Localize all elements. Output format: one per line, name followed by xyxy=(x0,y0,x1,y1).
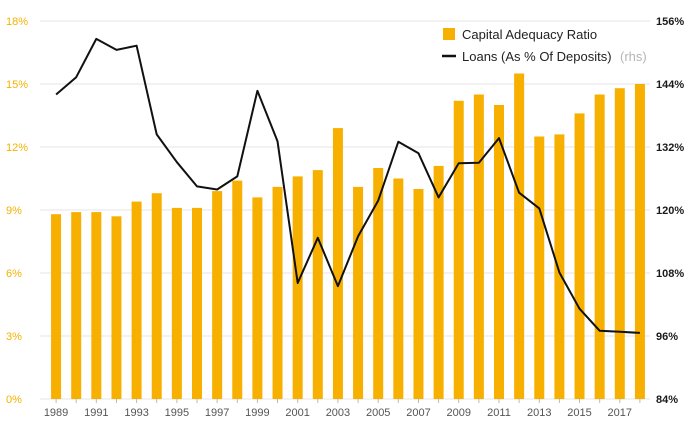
bar-1998 xyxy=(232,180,243,399)
bar-2000 xyxy=(272,186,283,399)
bar-2012 xyxy=(514,73,525,399)
y-left-tick-label: 3% xyxy=(6,331,22,343)
x-tick-label: 2003 xyxy=(326,407,350,419)
y-right-tick-label: 120% xyxy=(656,205,684,217)
y-axis-left: 0% 3% 6% 9% 12% 15% 18% xyxy=(6,16,28,406)
bar-2002 xyxy=(312,170,323,399)
x-tick-label: 1991 xyxy=(84,407,108,419)
bar-1993 xyxy=(131,201,142,399)
x-tick-label: 1999 xyxy=(245,407,269,419)
bar-2007 xyxy=(413,189,424,399)
bar-2016 xyxy=(594,94,605,399)
x-axis: 1989 1991 1993 1995 1997 1999 2001 2003 2005 2007… xyxy=(44,399,641,419)
bar-2013 xyxy=(534,136,545,399)
y-left-tick-label: 15% xyxy=(6,79,28,91)
bar-2015 xyxy=(574,113,585,400)
x-tick-label: 1993 xyxy=(124,407,148,419)
y-right-tick-label: 108% xyxy=(656,268,684,280)
line-series xyxy=(55,37,640,334)
bar-2017 xyxy=(614,88,625,399)
x-tick-label: 2009 xyxy=(446,407,470,419)
bar-1996 xyxy=(192,207,202,399)
bar-2006 xyxy=(393,178,404,399)
x-tick-label: 2011 xyxy=(487,407,511,419)
bar-2008 xyxy=(433,165,444,399)
bar-2003 xyxy=(332,128,343,399)
legend-label-bar: Capital Adequacy Ratio xyxy=(462,27,597,42)
y-left-tick-label: 6% xyxy=(6,268,22,280)
bar-2001 xyxy=(292,176,303,399)
bar-2005 xyxy=(373,168,384,399)
legend-label-line: Loans (As % Of Deposits) xyxy=(462,49,612,64)
x-tick-label: 2017 xyxy=(608,407,632,419)
y-left-tick-label: 18% xyxy=(6,16,28,28)
y-axis-right: 84% 96% 108% 120% 132% 144% 156% xyxy=(656,16,684,406)
bar-1989 xyxy=(51,214,62,399)
bar-1992 xyxy=(111,216,122,399)
bar-2010 xyxy=(473,94,484,399)
bar-1995 xyxy=(171,207,182,399)
legend-label-line-suffix: (rhs) xyxy=(620,49,647,64)
y-right-tick-label: 156% xyxy=(656,16,684,28)
bar-series xyxy=(51,73,645,400)
bar-2009 xyxy=(453,100,464,400)
x-tick-label: 2005 xyxy=(366,407,390,419)
x-tick-label: 1995 xyxy=(165,407,189,419)
y-left-tick-label: 9% xyxy=(6,205,22,217)
y-right-tick-label: 84% xyxy=(656,394,678,406)
x-tick-label: 1997 xyxy=(205,407,229,419)
y-right-tick-label: 144% xyxy=(656,79,684,91)
bar-1999 xyxy=(252,197,263,399)
bar-2018 xyxy=(634,84,645,399)
loans-line xyxy=(55,37,640,334)
bar-2011 xyxy=(494,105,504,399)
y-left-tick-label: 0% xyxy=(6,394,22,406)
bar-1990 xyxy=(71,212,82,399)
legend-swatch-bar xyxy=(443,28,455,40)
legend-label-line-group: Loans (As % Of Deposits) (rhs) xyxy=(462,48,647,65)
bar-1994 xyxy=(151,193,162,399)
bar-2004 xyxy=(353,186,364,399)
y-left-tick-label: 12% xyxy=(6,142,28,154)
x-tick-label: 2013 xyxy=(527,407,551,419)
bar-2014 xyxy=(554,134,565,399)
bar-1991 xyxy=(91,212,102,399)
legend: Capital Adequacy Ratio Loans (As % Of De… xyxy=(442,27,647,65)
y-right-tick-label: 96% xyxy=(656,331,678,343)
gridlines xyxy=(40,20,650,400)
x-tick-label: 2001 xyxy=(285,407,309,419)
bar-1997 xyxy=(212,191,223,399)
y-right-tick-label: 132% xyxy=(656,142,684,154)
x-tick-label: 2015 xyxy=(567,407,591,419)
x-tick-label: 2007 xyxy=(406,407,430,419)
x-tick-label: 1989 xyxy=(44,407,68,419)
